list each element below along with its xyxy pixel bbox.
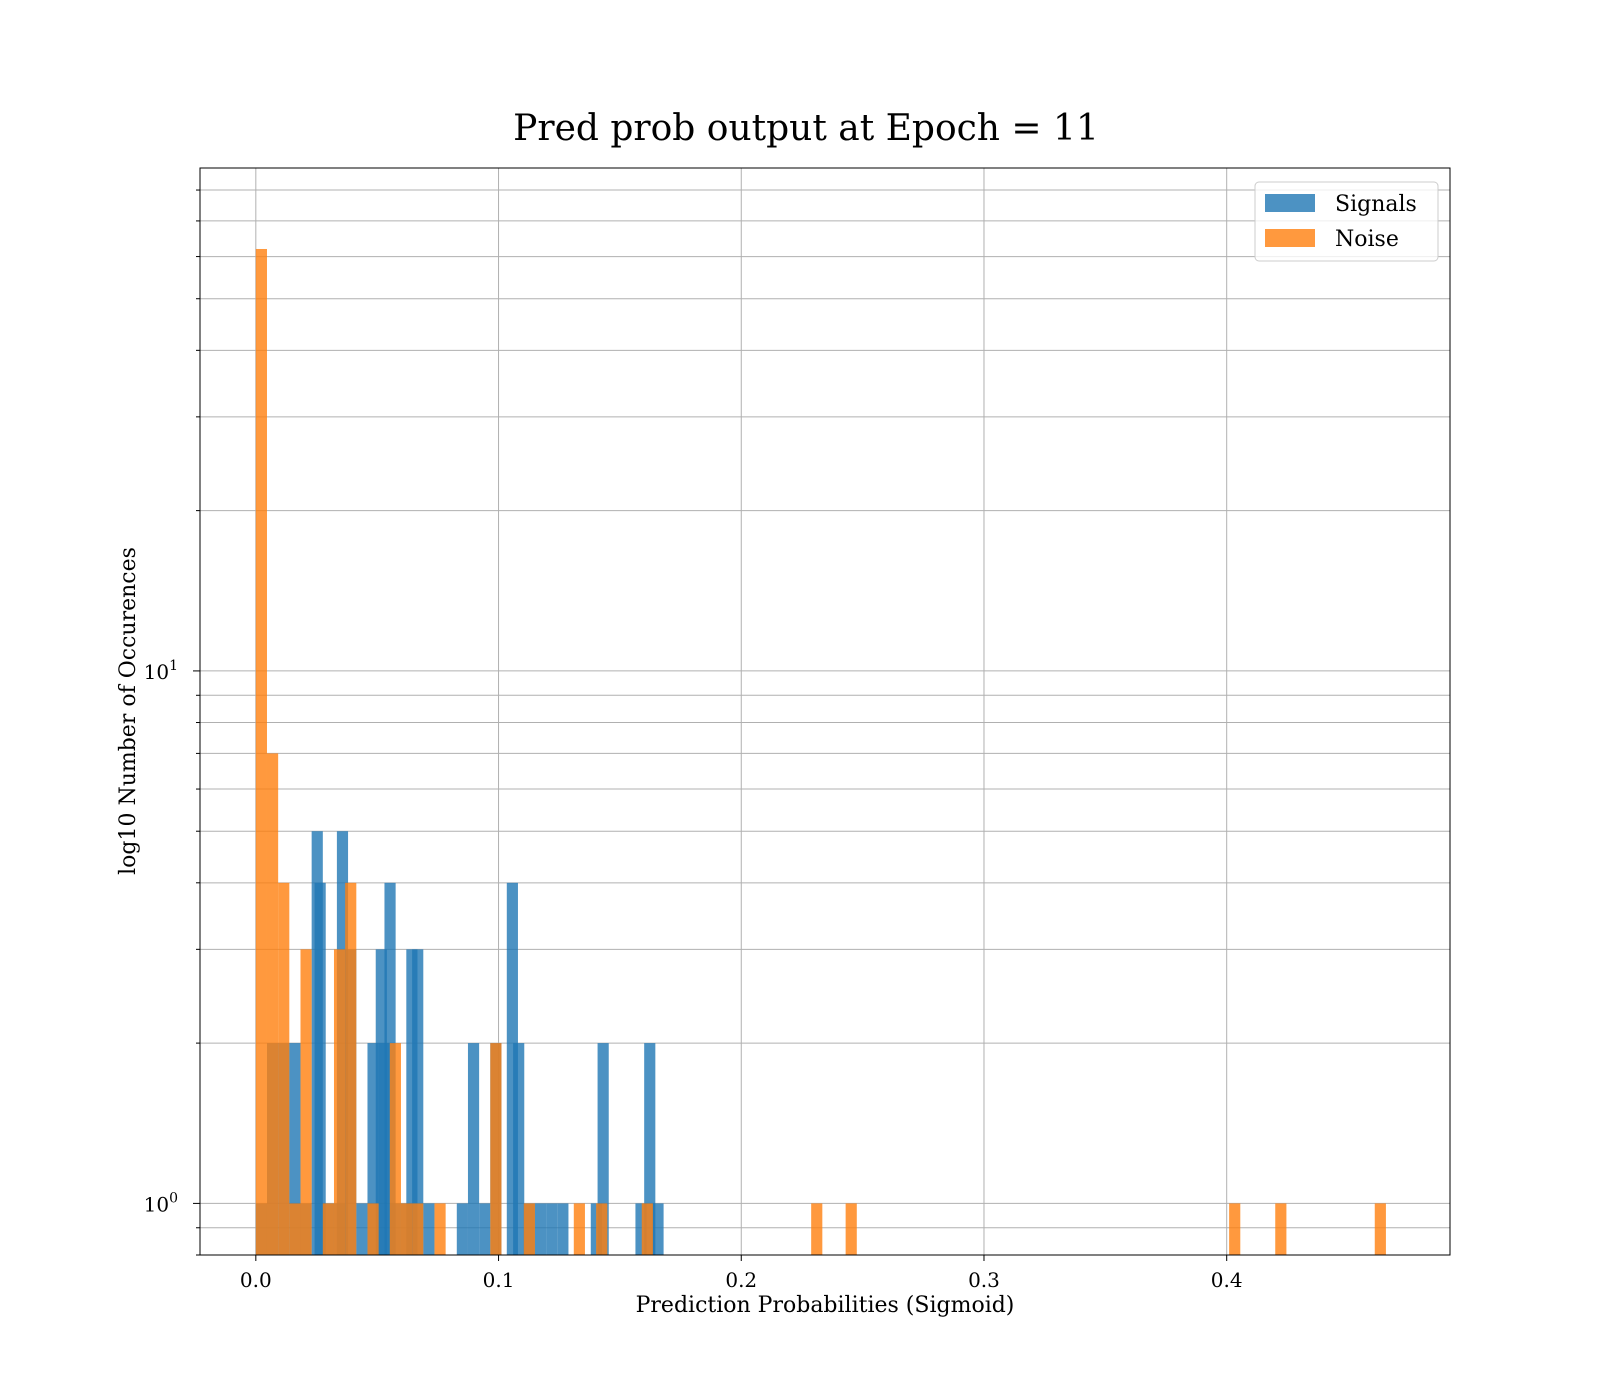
signals-bar (456, 1203, 468, 1255)
signals-bar (378, 1043, 390, 1255)
x-tick-label: 0.1 (483, 1268, 515, 1292)
signals-bar (513, 1043, 525, 1255)
noise-bar (1374, 1203, 1386, 1255)
legend-label-noise: Noise (1335, 227, 1399, 252)
signals-bar (506, 882, 518, 1255)
signals-bar (635, 1203, 647, 1255)
x-axis-label: Prediction Probabilities (Sigmoid) (636, 1293, 1015, 1318)
noise-bar (845, 1203, 857, 1255)
chart-title: Pred prob output at Epoch = 11 (513, 108, 1099, 149)
noise-bar (412, 1203, 424, 1255)
signals-bar (367, 1043, 379, 1255)
noise-bar (1229, 1203, 1241, 1255)
signals-bar (406, 949, 418, 1255)
noise-bar (596, 1203, 608, 1255)
noise-bar (278, 882, 290, 1255)
noise-bar (641, 1203, 653, 1255)
noise-bar (389, 1043, 401, 1255)
noise-bar (300, 949, 312, 1255)
series-noise (255, 248, 1386, 1255)
signals-bar (597, 1043, 609, 1255)
signals-bar (467, 1043, 480, 1255)
signals-bar (479, 1203, 491, 1255)
noise-bar (367, 1203, 379, 1255)
bars-layer (255, 248, 1386, 1255)
signals-bar (546, 1203, 558, 1255)
y-axis-label: log10 Number of Occurences (116, 547, 141, 875)
signals-bar (557, 1203, 569, 1255)
noise-bar (811, 1203, 823, 1255)
x-tick-label: 0.3 (968, 1268, 1000, 1292)
x-tick-label: 0.4 (1211, 1268, 1243, 1292)
noise-bar (1275, 1203, 1287, 1255)
signals-bar (356, 1203, 368, 1255)
noise-bar (434, 1203, 446, 1255)
signals-bar (412, 949, 424, 1255)
x-tick-label: 0.0 (240, 1268, 272, 1292)
signals-bar (652, 1203, 664, 1255)
noise-bar (400, 1203, 413, 1255)
x-tick-label: 0.2 (725, 1268, 757, 1292)
legend-label-signals: Signals (1335, 192, 1417, 217)
legend: Signals Noise (1254, 181, 1439, 262)
plot-frame (199, 167, 1451, 1256)
legend-swatch-noise (1265, 229, 1315, 247)
ticks-layer: 0.0 0.1 0.2 0.3 0.4 100 101 (144, 189, 1243, 1292)
signals-bar (423, 1203, 435, 1255)
noise-bar (345, 882, 357, 1255)
signals-bar (314, 882, 326, 1255)
noise-bar (266, 753, 279, 1255)
signals-bar (289, 1043, 301, 1255)
noise-bar (573, 1203, 585, 1255)
noise-bar (490, 1043, 502, 1255)
noise-bar (322, 1203, 334, 1255)
noise-bar (255, 248, 267, 1255)
legend-swatch-signals (1265, 194, 1315, 212)
y-tick-label: 100 (144, 1190, 178, 1216)
y-tick-label: 101 (144, 658, 178, 684)
signals-bar (534, 1203, 547, 1255)
noise-bar (289, 1203, 301, 1255)
signals-bar (644, 1043, 656, 1255)
noise-bar (333, 949, 346, 1255)
noise-bar (523, 1203, 535, 1255)
